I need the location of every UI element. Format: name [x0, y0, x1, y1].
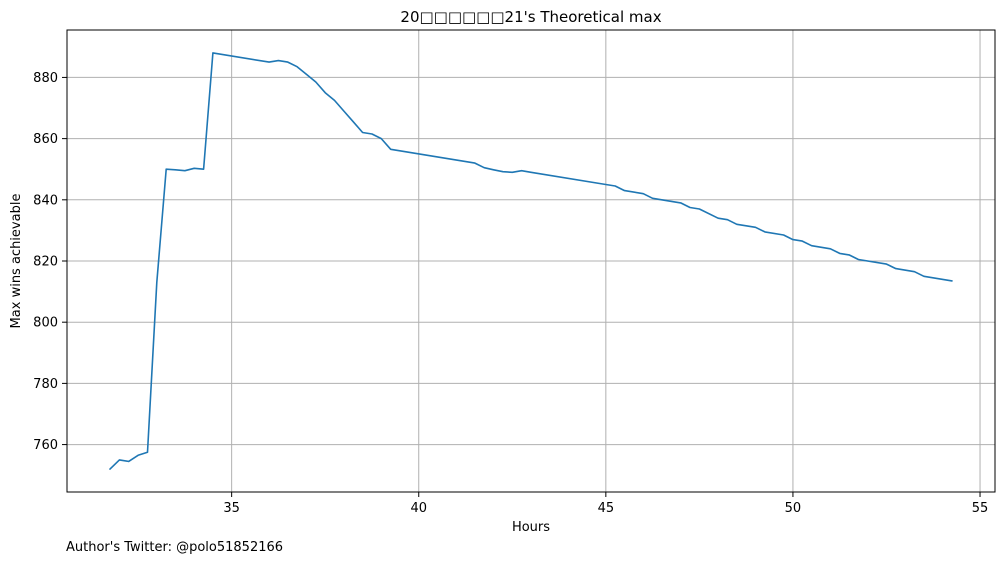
series-layer: [109, 52, 953, 470]
x-tick-label: 35: [223, 501, 240, 516]
y-tick-label: 760: [33, 438, 58, 453]
grid-lines: [67, 30, 995, 492]
y-tick-label: 820: [33, 255, 58, 270]
x-axis-label: Hours: [512, 520, 550, 535]
axis-ticks: 35 40 45 50 55 760 780 800 820 840 860 880: [33, 71, 988, 516]
y-tick-label: 800: [33, 316, 58, 331]
x-tick-label: 55: [972, 501, 989, 516]
y-tick-label: 780: [33, 377, 58, 392]
y-tick-label: 880: [33, 71, 58, 86]
author-credit: Author's Twitter: @polo51852166: [66, 540, 283, 555]
y-axis-label: Max wins achievable: [9, 194, 24, 329]
x-tick-label: 45: [598, 501, 615, 516]
series-line: [109, 52, 953, 470]
x-tick-label: 40: [410, 501, 427, 516]
chart-title: 20□□□□□□21's Theoretical max: [400, 8, 661, 26]
x-tick-label: 50: [785, 501, 802, 516]
y-tick-label: 860: [33, 132, 58, 147]
y-tick-label: 840: [33, 193, 58, 208]
